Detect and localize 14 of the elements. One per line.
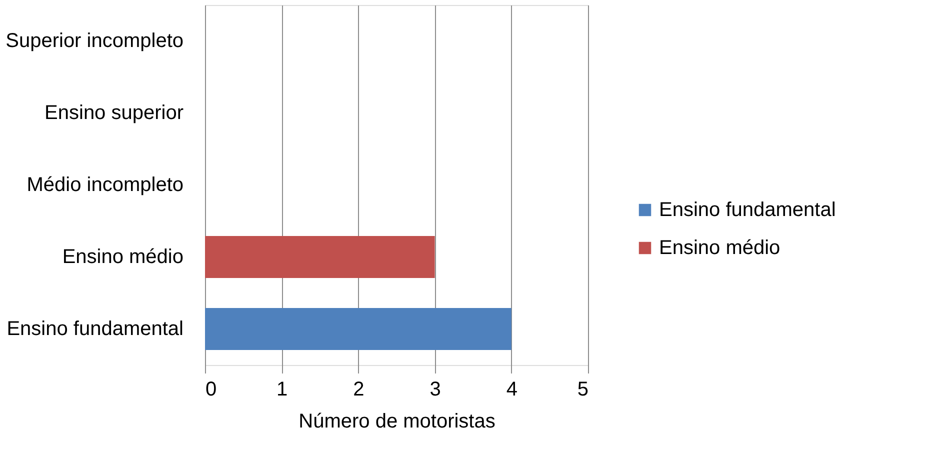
legend-label: Ensino fundamental <box>659 199 836 221</box>
x-axis-title: Número de motoristas <box>298 410 496 432</box>
legend-label: Ensino médio <box>659 237 780 259</box>
y-tick-label: Ensino fundamental <box>6 318 184 340</box>
y-tick-label: Superior incompleto <box>6 30 184 52</box>
x-tick-label: 1 <box>276 378 288 400</box>
y-tick-label: Médio incompleto <box>26 174 184 196</box>
y-tick-label: Ensino médio <box>62 246 184 268</box>
y-tick-label: Ensino superior <box>44 102 184 124</box>
x-tick-label: 0 <box>206 378 217 400</box>
x-tick-label: 4 <box>506 378 518 400</box>
x-tick-label: 2 <box>353 378 364 400</box>
x-tick-label: 3 <box>430 378 441 400</box>
x-tick-label: 5 <box>577 378 588 400</box>
